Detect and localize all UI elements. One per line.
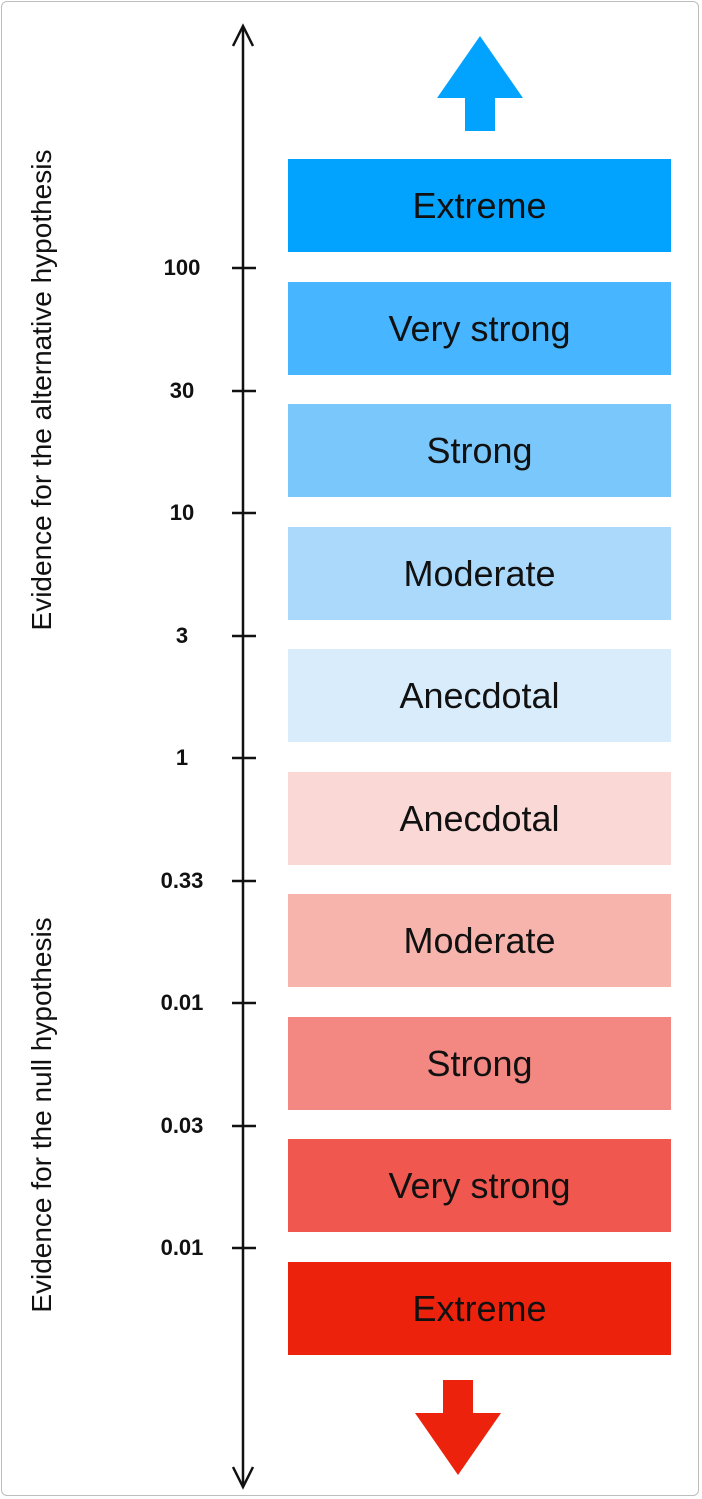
- tick-marks: [232, 266, 256, 1250]
- tick-label: 30: [169, 378, 195, 403]
- axis-line: [231, 23, 255, 1490]
- tick-label: 1: [175, 745, 189, 770]
- evidence-band: Anecdotal: [288, 772, 671, 865]
- evidence-band: Very strong: [288, 1139, 671, 1232]
- tick-label: 100: [163, 255, 201, 280]
- evidence-band: Moderate: [288, 527, 671, 620]
- down-arrow-icon: [415, 1380, 501, 1475]
- evidence-band: Extreme: [288, 1262, 671, 1355]
- evidence-band: Strong: [288, 1017, 671, 1110]
- tick-label: 0.01: [160, 990, 204, 1015]
- up-arrow-icon: [437, 36, 523, 131]
- tick-label: 10: [169, 500, 195, 525]
- tick-label: 3: [175, 623, 189, 648]
- evidence-band: Very strong: [288, 282, 671, 375]
- tick-label: 0.33: [160, 868, 204, 893]
- evidence-band: Extreme: [288, 159, 671, 252]
- tick-label: 0.01: [160, 1235, 204, 1260]
- evidence-band: Strong: [288, 404, 671, 497]
- tick-label: 0.03: [160, 1113, 204, 1138]
- evidence-band: Anecdotal: [288, 649, 671, 742]
- evidence-band: Moderate: [288, 894, 671, 987]
